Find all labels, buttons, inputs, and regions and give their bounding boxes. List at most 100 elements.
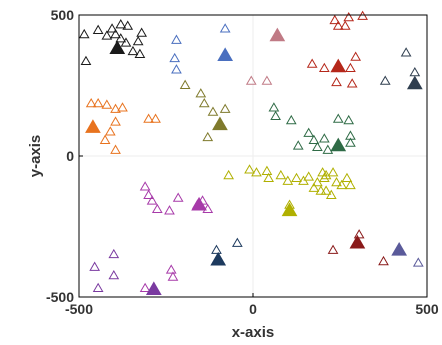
zero-lines bbox=[79, 15, 427, 297]
data-point bbox=[261, 75, 273, 85]
data-point bbox=[343, 11, 355, 22]
data-point bbox=[134, 48, 146, 58]
data-point bbox=[150, 113, 161, 123]
y-axis-label: y-axis bbox=[27, 135, 44, 178]
data-point bbox=[108, 248, 120, 259]
data-point bbox=[146, 195, 158, 205]
centroid-point bbox=[269, 27, 286, 42]
data-point bbox=[169, 52, 181, 63]
data-point bbox=[412, 257, 424, 267]
x-axis-label: x-axis bbox=[232, 324, 275, 341]
centroid-point bbox=[85, 119, 101, 133]
data-point bbox=[110, 103, 121, 113]
centroid-point bbox=[330, 137, 347, 152]
data-point bbox=[115, 33, 127, 43]
data-point bbox=[101, 30, 113, 40]
centroid-point bbox=[145, 281, 162, 296]
data-point bbox=[379, 75, 391, 85]
data-point bbox=[336, 179, 348, 190]
data-point bbox=[318, 133, 330, 143]
data-point bbox=[132, 35, 144, 46]
data-point bbox=[151, 203, 163, 214]
data-point bbox=[110, 144, 121, 154]
centroid-point bbox=[191, 196, 207, 211]
x-tick-label: 0 bbox=[249, 301, 257, 317]
centroid-point bbox=[406, 75, 423, 90]
data-point bbox=[110, 116, 121, 126]
data-point bbox=[120, 37, 132, 47]
data-point bbox=[282, 175, 294, 185]
data-point bbox=[85, 97, 97, 108]
data-point bbox=[346, 78, 358, 88]
data-point bbox=[244, 164, 255, 174]
data-point bbox=[322, 144, 334, 154]
centroid-point bbox=[217, 47, 234, 61]
data-point bbox=[172, 192, 184, 202]
data-point bbox=[261, 165, 273, 175]
data-point bbox=[343, 114, 355, 125]
data-point bbox=[171, 34, 182, 44]
data-point bbox=[202, 131, 214, 142]
data-point bbox=[332, 113, 344, 123]
data-point bbox=[211, 244, 222, 254]
data-point bbox=[139, 282, 151, 293]
data-point bbox=[99, 134, 111, 144]
data-point bbox=[198, 97, 210, 108]
data-point bbox=[308, 134, 320, 144]
data-point bbox=[139, 181, 151, 191]
data-point bbox=[219, 103, 231, 113]
data-point bbox=[378, 255, 389, 266]
data-point bbox=[165, 264, 177, 274]
data-point bbox=[231, 237, 243, 247]
y-tick-label: 0 bbox=[66, 148, 74, 164]
data-point bbox=[115, 19, 127, 29]
centroid-point bbox=[330, 58, 347, 73]
centroid-point bbox=[391, 241, 408, 256]
data-point bbox=[179, 79, 191, 89]
data-point bbox=[164, 205, 175, 215]
data-point bbox=[318, 62, 330, 73]
data-point bbox=[268, 102, 280, 112]
data-point bbox=[143, 113, 154, 123]
data-point bbox=[285, 114, 297, 125]
data-point bbox=[320, 185, 332, 195]
data-point bbox=[345, 179, 356, 190]
data-point bbox=[101, 99, 113, 109]
data-point bbox=[345, 62, 356, 73]
data-point bbox=[303, 171, 315, 181]
data-point bbox=[400, 47, 412, 57]
data-point bbox=[263, 172, 275, 183]
data-point bbox=[78, 28, 90, 39]
data-point bbox=[245, 75, 257, 85]
x-tick-label: -500 bbox=[65, 301, 93, 317]
x-tick-label: 500 bbox=[415, 301, 439, 317]
data-point bbox=[171, 64, 182, 74]
data-point bbox=[207, 106, 219, 116]
data-point bbox=[110, 28, 121, 39]
data-point bbox=[117, 102, 128, 112]
data-point bbox=[327, 167, 339, 177]
data-point bbox=[92, 97, 104, 108]
data-point bbox=[275, 169, 287, 180]
data-point bbox=[89, 261, 101, 271]
data-point bbox=[341, 172, 353, 183]
data-point bbox=[270, 110, 281, 120]
data-point bbox=[353, 229, 365, 239]
data-point bbox=[291, 172, 302, 183]
data-point bbox=[327, 244, 339, 254]
data-point bbox=[331, 176, 342, 187]
data-point bbox=[329, 14, 341, 25]
data-point bbox=[325, 189, 337, 199]
y-tick-label: 500 bbox=[51, 7, 75, 23]
data-point bbox=[312, 141, 323, 152]
data-point bbox=[167, 271, 179, 281]
data-point bbox=[122, 20, 134, 30]
centroid-point bbox=[349, 234, 366, 249]
data-point bbox=[92, 24, 104, 34]
data-point bbox=[331, 76, 342, 87]
ticks-layer: -500 0 500 -500 0 500 bbox=[46, 7, 439, 317]
data-point bbox=[345, 137, 356, 147]
y-tick-label: -500 bbox=[46, 289, 74, 305]
data-point bbox=[92, 282, 104, 293]
